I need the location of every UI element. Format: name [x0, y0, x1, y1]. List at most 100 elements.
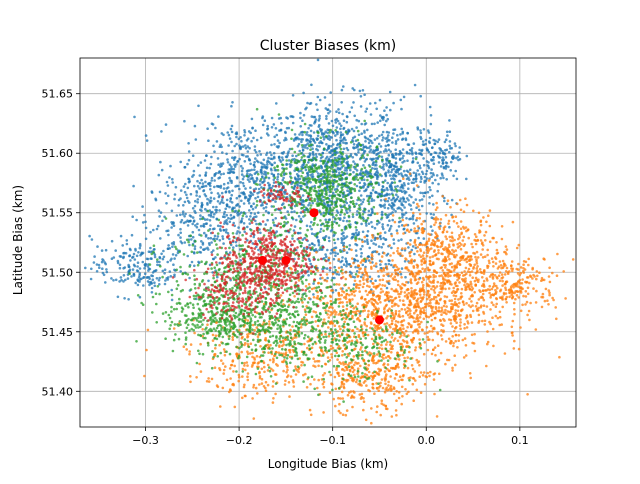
scatter-point [491, 316, 494, 319]
scatter-point [418, 149, 421, 152]
scatter-point [270, 168, 273, 171]
scatter-point [416, 184, 419, 187]
scatter-point [370, 239, 373, 242]
scatter-point [471, 321, 474, 324]
scatter-point [381, 139, 384, 142]
scatter-point [368, 142, 371, 145]
scatter-point [228, 177, 231, 180]
scatter-point [415, 174, 418, 177]
scatter-point [469, 372, 472, 375]
scatter-point [210, 200, 213, 203]
scatter-point [397, 280, 400, 283]
scatter-point [137, 284, 140, 287]
scatter-point [374, 227, 377, 230]
scatter-point [158, 209, 161, 212]
scatter-point [428, 248, 431, 251]
scatter-point [401, 283, 404, 286]
scatter-point [378, 297, 381, 300]
scatter-point [247, 169, 250, 172]
scatter-point [350, 153, 353, 156]
scatter-point [417, 162, 420, 165]
scatter-point [245, 155, 248, 158]
scatter-point [469, 264, 472, 267]
scatter-point [379, 269, 382, 272]
scatter-point [403, 357, 406, 360]
scatter-point [478, 298, 481, 301]
scatter-point [225, 221, 228, 224]
scatter-point [308, 244, 311, 247]
scatter-point [402, 354, 405, 357]
scatter-point [505, 292, 508, 295]
scatter-point [373, 123, 376, 126]
scatter-point [335, 283, 338, 286]
scatter-point [466, 326, 469, 329]
scatter-point [492, 261, 495, 264]
scatter-point [371, 253, 374, 256]
scatter-point [454, 249, 457, 252]
scatter-point [164, 279, 167, 282]
scatter-point [325, 143, 328, 146]
scatter-point [473, 333, 476, 336]
scatter-point [401, 157, 404, 160]
scatter-point [375, 262, 378, 265]
scatter-point [450, 262, 453, 265]
scatter-point [146, 139, 149, 142]
scatter-point [418, 278, 421, 281]
scatter-point [492, 286, 495, 289]
scatter-point [271, 163, 274, 166]
scatter-point [338, 258, 341, 261]
scatter-point [299, 112, 302, 115]
scatter-point [118, 280, 121, 283]
scatter-point [425, 314, 428, 317]
scatter-point [488, 260, 491, 263]
scatter-point [158, 215, 161, 218]
scatter-point [273, 174, 276, 177]
scatter-point [419, 313, 422, 316]
scatter-point [427, 302, 430, 305]
scatter-point [343, 263, 346, 266]
scatter-point [312, 139, 315, 142]
scatter-point [402, 155, 405, 158]
scatter-point [398, 173, 401, 176]
scatter-point [370, 298, 373, 301]
scatter-point [217, 115, 220, 118]
scatter-point [186, 255, 189, 258]
scatter-point [412, 368, 415, 371]
scatter-point [466, 315, 469, 318]
scatter-point [471, 294, 474, 297]
scatter-point [371, 379, 374, 382]
scatter-point [292, 122, 295, 125]
scatter-point [454, 364, 457, 367]
scatter-point [131, 256, 134, 259]
scatter-point [379, 301, 382, 304]
scatter-point [341, 290, 344, 293]
scatter-point [265, 154, 268, 157]
scatter-point [352, 311, 355, 314]
scatter-point [343, 387, 346, 390]
scatter-point [445, 214, 448, 217]
scatter-point [397, 239, 400, 242]
scatter-point [349, 271, 352, 274]
scatter-point [419, 136, 422, 139]
scatter-point [293, 295, 296, 298]
scatter-point [444, 309, 447, 312]
scatter-point [342, 220, 345, 223]
scatter-point [391, 205, 394, 208]
scatter-point [383, 124, 386, 127]
scatter-point [381, 348, 384, 351]
scatter-point [480, 239, 483, 242]
scatter-point [381, 156, 384, 159]
scatter-point [512, 268, 515, 271]
scatter-point [384, 173, 387, 176]
scatter-point [343, 127, 346, 130]
scatter-point [416, 328, 419, 331]
scatter-point [327, 310, 330, 313]
scatter-point [203, 189, 206, 192]
scatter-point [314, 141, 317, 144]
scatter-point [388, 260, 391, 263]
scatter-point [417, 225, 420, 228]
scatter-point [458, 151, 461, 154]
scatter-point [364, 236, 367, 239]
scatter-point [159, 161, 162, 164]
scatter-point [438, 309, 441, 312]
